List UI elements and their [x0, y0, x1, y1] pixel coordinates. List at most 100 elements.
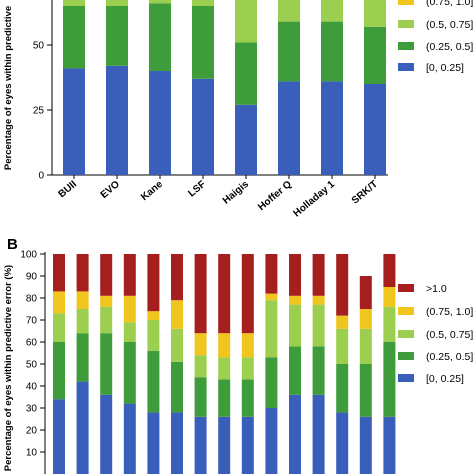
- panel-a-legend-swatch: [398, 0, 414, 5]
- panel-b-bar-segment: [218, 254, 231, 334]
- panel-b-legend-label: [0, 0.25]: [426, 373, 464, 385]
- panel-b-bar-segment: [241, 357, 254, 380]
- panel-a-legend-label: (0.75, 1.0]: [426, 0, 473, 8]
- panel-b-y-tick-label: 30: [26, 404, 38, 415]
- panel-b-bar-segment: [100, 295, 113, 307]
- panel-b-bar-segment: [194, 377, 207, 417]
- panel-b-bar-segment: [123, 254, 136, 296]
- panel-b-bar-segment: [171, 254, 183, 301]
- panel-a-bar-segment: [106, 65, 128, 175]
- panel-b-bar-segment: [383, 342, 396, 417]
- panel-b-bar-segment: [123, 295, 136, 323]
- panel-b-bar-segment: [218, 357, 231, 380]
- panel-b-bar-segment: [312, 254, 325, 296]
- panel-b-y-tick-label: 80: [26, 294, 38, 305]
- panel-a-legend-label: [0, 0.25]: [426, 62, 464, 74]
- panel-b-bar-segment: [194, 254, 207, 334]
- panel-b-bar-segment: [147, 311, 160, 320]
- panel-b-bar-segment: [123, 322, 136, 342]
- panel-b-bar-segment: [218, 379, 231, 417]
- panel-b-bar-segment: [100, 306, 113, 334]
- panel-a-category-label: BUII: [57, 179, 80, 200]
- panel-b-bar-segment: [76, 291, 89, 309]
- panel-a-y-axis-label: Percentage of eyes within predictive: [3, 6, 14, 170]
- panel-b-bar-segment: [76, 333, 89, 382]
- panel-b-bar-segment: [147, 350, 160, 413]
- panel-b-bar-segment: [53, 313, 65, 342]
- panel-b-bar-segment: [336, 254, 349, 316]
- panel-b-bar-segment: [336, 315, 349, 329]
- panel-b-bar-segment: [171, 328, 183, 362]
- panel-a-bar-segment: [106, 6, 128, 66]
- panel-b-legend-label: (0.75, 1.0]: [426, 306, 473, 318]
- panel-b-bar-segment: [241, 416, 254, 474]
- panel-a-category-label: EVO: [99, 179, 122, 201]
- panel-b-bar-segment: [312, 295, 325, 305]
- panel-a-bar-segment: [235, 0, 257, 43]
- panel-a-bar-segment: [278, 0, 300, 22]
- panel-b-bar-segment: [265, 300, 278, 358]
- panel-b-bar-segment: [241, 254, 254, 334]
- panel-a-y-tick-label: 0: [38, 171, 44, 182]
- panel-b-bar-segment: [147, 254, 160, 312]
- panel-b-bar-segment: [123, 342, 136, 404]
- panel-b-legend-swatch: [398, 352, 414, 360]
- panel-b-legend-label: (0.25, 0.5]: [426, 351, 473, 363]
- panel-a-bar-segment: [321, 21, 343, 82]
- panel-b-y-tick-label: 100: [20, 250, 37, 261]
- panel-b-bar-segment: [265, 408, 278, 474]
- panel-a-category-label: Haigis: [221, 179, 251, 207]
- panel-b-bar-segment: [289, 394, 301, 474]
- panel-b-bar-segment: [76, 381, 89, 474]
- panel-a-bar-segment: [63, 6, 85, 69]
- panel-b-legend-swatch: [398, 330, 414, 338]
- panel-a-legend-swatch: [398, 42, 414, 50]
- panel-b-bar-segment: [289, 346, 301, 395]
- panel-a-bar-segment: [235, 104, 257, 175]
- chart-panel-b: B Percentage of eyes within predictive e…: [3, 236, 473, 474]
- panel-b-bar-segment: [265, 293, 278, 301]
- panel-b-bar-segment: [359, 364, 372, 417]
- panel-b-bar-segment: [383, 254, 396, 287]
- panel-b-bar-segment: [359, 276, 372, 309]
- panel-b-bar-segment: [171, 361, 183, 413]
- panel-b-legend-label: (0.5, 0.75]: [426, 329, 473, 341]
- panel-b-y-tick-label: 60: [26, 338, 38, 349]
- panel-b-legend-swatch: [398, 307, 414, 315]
- panel-b-y-tick-label: 70: [26, 316, 38, 327]
- panel-b-bar-segment: [265, 357, 278, 408]
- panel-b-bar-segment: [218, 333, 231, 358]
- panel-b-y-tick-label: 90: [26, 272, 38, 283]
- panel-b-bar-segment: [336, 328, 349, 364]
- panel-b-y-tick-label: 50: [26, 360, 38, 371]
- panel-a-legend-label: (0.5, 0.75]: [426, 19, 473, 31]
- panel-b-bar-segment: [289, 254, 301, 296]
- panel-b-bar-segment: [359, 328, 372, 364]
- panel-a-y-tick-label: 50: [33, 41, 45, 52]
- panel-a-bar-segment: [235, 42, 257, 105]
- panel-b-y-tick-label: 10: [26, 448, 38, 459]
- panel-b-bar-segment: [53, 291, 65, 314]
- panel-a-bar-segment: [364, 84, 386, 175]
- panel-b-bar-segment: [194, 416, 207, 474]
- panel-a-category-label: Hoffer Q: [256, 179, 294, 213]
- panel-a-bar-segment: [63, 0, 85, 6]
- panel-a-bar-segment: [149, 0, 171, 4]
- panel-b-bar-segment: [312, 346, 325, 395]
- panel-a-y-tick-label: 25: [33, 106, 45, 117]
- panel-a-legend-swatch: [398, 20, 414, 28]
- panel-a-category-label: LSF: [186, 179, 208, 200]
- panel-b-bar-segment: [383, 287, 396, 307]
- panel-b-bar-segment: [194, 333, 207, 356]
- panel-b-y-tick-label: 40: [26, 382, 38, 393]
- panel-b-bar-segment: [53, 399, 65, 474]
- panel-b-legend-swatch: [398, 284, 414, 292]
- panel-a-category-label: SRK/T: [350, 179, 380, 207]
- panel-b-bar-segment: [76, 309, 89, 334]
- panel-a-bar-segment: [278, 21, 300, 82]
- panel-b-bar-segment: [100, 394, 113, 474]
- panel-b-bar-segment: [171, 412, 183, 474]
- panel-a-bar-segment: [106, 0, 128, 6]
- panel-b-bar-segment: [100, 333, 113, 395]
